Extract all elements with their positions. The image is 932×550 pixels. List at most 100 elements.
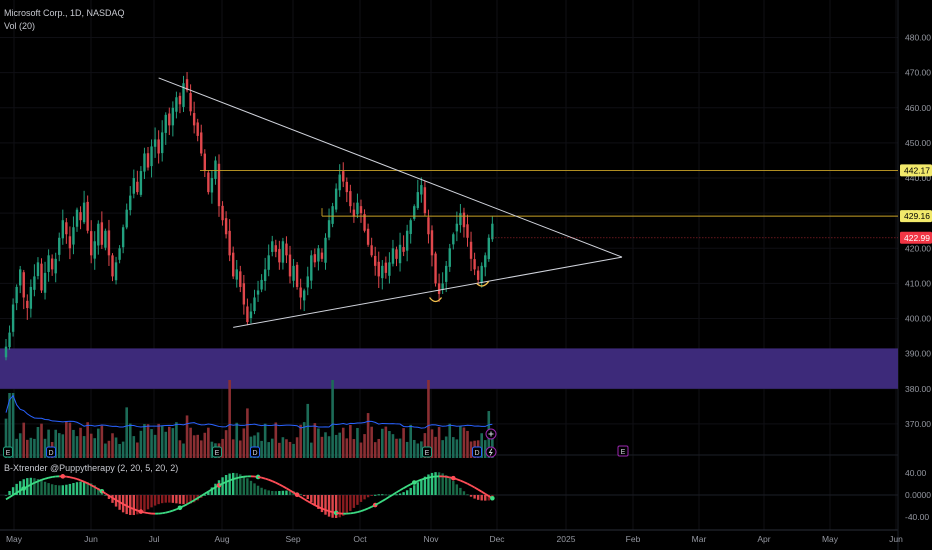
volume-bar [15, 438, 18, 458]
candle-body [104, 230, 107, 248]
osc-signal-segment [282, 485, 287, 490]
candle-body [175, 97, 178, 112]
volume-bar [412, 439, 416, 458]
osc-signal-segment [484, 493, 490, 497]
volume-bar [199, 440, 203, 458]
volume-bar [221, 438, 224, 458]
volume-bar [480, 433, 483, 458]
candle-body [416, 192, 419, 208]
volume-bar [146, 424, 150, 458]
osc-signal-segment [119, 501, 124, 505]
osc-signal-segment [240, 475, 244, 479]
osc-bar [253, 483, 256, 495]
candle-body [182, 83, 185, 107]
osc-signal-segment [336, 512, 340, 515]
symbol-legend[interactable]: Microsoft Corp., 1D, NASDAQ [4, 8, 125, 18]
candle-body [136, 181, 139, 193]
candle-body [200, 132, 203, 154]
event-marker: E [422, 446, 432, 458]
osc-bar [423, 476, 427, 495]
volume-bar [285, 439, 288, 458]
candle-body [253, 297, 256, 312]
candle-body [129, 195, 132, 211]
candle-body [338, 174, 341, 191]
osc-signal-segment [289, 489, 295, 494]
osc-bar [107, 495, 111, 499]
volume-bar [423, 433, 427, 458]
osc-signal-segment [229, 478, 234, 482]
osc-bar [413, 485, 416, 495]
candle-body [377, 261, 380, 277]
osc-bar [452, 480, 455, 495]
indicator-legend[interactable]: B-Xtrender @Puppytherapy (2, 20, 5, 20, … [4, 463, 179, 473]
candle-body [278, 249, 281, 263]
candle-body [480, 265, 483, 284]
osc-bar [320, 495, 324, 513]
osc-bar [462, 491, 466, 495]
candle-body [473, 259, 476, 270]
candle-body [342, 171, 345, 182]
volume-bar [242, 428, 246, 458]
candle-body [327, 220, 331, 238]
volume-bar [33, 438, 36, 458]
volume-legend[interactable]: Vol (20) [4, 21, 36, 31]
osc-signal-segment [144, 511, 149, 515]
volume-bar [136, 442, 139, 458]
candle-body [228, 230, 231, 256]
oscillator-axis[interactable]: 40.00 0.0000 -40.00 [905, 468, 931, 522]
volume-bar [224, 430, 228, 458]
volume-bar [299, 424, 302, 458]
volume-bar [26, 439, 29, 458]
volume-bar [68, 422, 72, 458]
osc-bar [455, 484, 459, 495]
osc-signal-segment [477, 488, 483, 493]
osc-signal-segment [374, 502, 380, 506]
candle-body [363, 214, 366, 231]
candle-body [86, 201, 89, 231]
volume-bar [47, 429, 50, 458]
osc-signal-segment [261, 476, 266, 480]
volume-bar [121, 441, 125, 458]
osc-bar [168, 495, 171, 503]
osc-bar [11, 487, 15, 495]
time-tick-label: Sep [285, 534, 300, 544]
candle-body [93, 241, 96, 259]
osc-signal-segment [108, 494, 113, 499]
time-axis[interactable]: May Jun Jul Aug Sep Oct Nov Dec 2025 Feb Mar Apr May… [6, 534, 903, 544]
osc-signal-segment [417, 478, 422, 482]
triangle-trendlines[interactable] [158, 77, 623, 328]
osc-bar [93, 485, 96, 495]
osc-signal-segment [133, 508, 138, 512]
candle-body [207, 172, 210, 193]
candle-body [43, 272, 47, 293]
volume-bar [260, 440, 263, 458]
osc-bar [164, 495, 167, 503]
time-tick-label: 2025 [557, 534, 576, 544]
candle-body [405, 230, 409, 251]
osc-bar [278, 491, 281, 495]
osc-signal-segment [76, 478, 81, 482]
osc-signal-segment [37, 479, 42, 483]
candle-body [303, 290, 306, 301]
osc-bar [338, 495, 341, 518]
volume-bar [366, 413, 370, 458]
osc-signal-segment [48, 476, 53, 479]
candle-body [271, 241, 274, 252]
volume-bar [395, 438, 398, 458]
candle-body [196, 122, 199, 136]
osc-bar [303, 495, 306, 497]
candle-body [345, 181, 348, 193]
osc-signal-segment [112, 497, 117, 501]
volume-bar [239, 440, 242, 458]
volume-bar [459, 426, 462, 458]
volume-bar [409, 424, 412, 458]
candle-body [65, 222, 68, 235]
osc-bar [420, 479, 423, 495]
volume-bar [86, 422, 89, 458]
volume-bar [263, 423, 267, 458]
osc-bar [249, 480, 253, 495]
candle-body [79, 212, 82, 221]
candle-body [263, 269, 267, 281]
